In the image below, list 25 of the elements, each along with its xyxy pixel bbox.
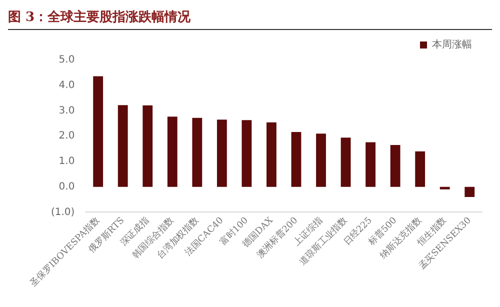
y-tick-label: 1.0 (58, 156, 75, 168)
bar (242, 120, 252, 187)
y-tick-label: 4.0 (58, 80, 75, 91)
bar (440, 186, 450, 190)
bar (390, 145, 400, 187)
bar (266, 122, 276, 187)
y-tick-label: 3.0 (58, 105, 75, 116)
bar (464, 186, 475, 198)
bar (93, 76, 104, 187)
bar (118, 105, 128, 187)
bar (142, 105, 153, 187)
bar (216, 120, 227, 187)
y-tick-label: 5.0 (58, 54, 75, 66)
bar (415, 151, 426, 187)
chart-title: 图 3：全球主要股指涨跌幅情况 (8, 8, 492, 30)
bar (192, 118, 202, 187)
y-tick-label: (1.0) (50, 206, 75, 218)
y-tick-label: 0.0 (58, 181, 75, 192)
bar (291, 132, 302, 187)
bar (340, 138, 351, 187)
bar (316, 134, 326, 187)
bar (366, 142, 376, 187)
legend-label: 本周涨幅 (432, 38, 472, 51)
bar (167, 116, 178, 187)
y-tick-label: 2.0 (58, 130, 75, 142)
